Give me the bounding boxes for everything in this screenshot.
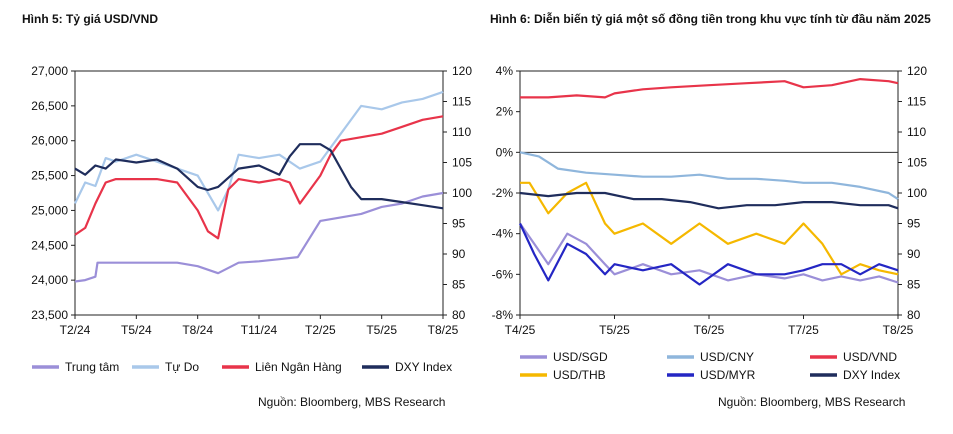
y-left-tick-label-h6: 0% [496,145,514,159]
y-left-tick-label-h5: 25,000 [31,203,68,217]
chart-source-h6: Nguồn: Bloomberg, MBS Research [718,395,906,409]
chart-source-h5: Nguồn: Bloomberg, MBS Research [258,395,446,409]
chart-title-h5: Hình 5: Tỷ giá USD/VND [22,12,159,26]
y-left-tick-label-h5: 24,500 [31,238,68,252]
series-line-h6-5 [519,191,899,210]
y-right-tick-label-h5: 105 [452,156,472,170]
x-tick-label-h6: T7/25 [788,323,819,337]
legend-label-h5-3: DXY Index [395,360,452,374]
x-tick-label-h5: T5/25 [366,323,397,337]
y-right-tick-label-h5: 110 [452,125,471,139]
legend-label-h6-3: USD/THB [553,368,606,382]
x-tick-label-h5: T8/25 [428,323,459,337]
series-line-h5-3 [74,143,444,210]
x-tick-label-h6: T6/25 [694,323,725,337]
y-right-tick-label-h5: 85 [452,278,466,292]
y-right-tick-label-h6: 100 [907,186,927,200]
y-right-tick-label-h6: 80 [907,308,921,322]
y-right-tick-label-h6: 105 [907,156,927,170]
legend-label-h5-0: Trung tâm [65,360,119,374]
y-left-tick-label-h5: 26,500 [31,99,68,113]
series-line-h6-0 [519,222,899,284]
series-line-h5-1 [74,90,444,212]
y-right-tick-label-h6: 85 [907,278,921,292]
chart-h5: 23,500 24,000 24,500 25,000 25,500 26,000 26,5… [31,64,472,374]
series-line-h6-1 [519,151,899,201]
y-left-tick-label-h6: -6% [492,267,514,281]
legend-label-h6-4: USD/MYR [700,368,756,382]
x-tick-label-h6: T8/25 [883,323,914,337]
y-right-tick-label-h5: 95 [452,217,466,231]
y-left-tick-label-h5: 27,000 [31,64,68,78]
y-left-tick-label-h5: 23,500 [31,308,68,322]
legend-label-h6-1: USD/CNY [700,350,754,364]
x-tick-label-h5: T8/24 [182,323,213,337]
y-right-tick-label-h5: 80 [452,308,466,322]
y-left-tick-label-h6: -2% [492,186,514,200]
y-right-tick-label-h5: 120 [452,64,472,78]
y-right-tick-label-h5: 90 [452,247,466,261]
chart-title-h6: Hình 6: Diễn biến tỷ giá một số đồng tiề… [490,12,931,26]
y-left-tick-label-h6: 4% [496,64,514,78]
x-tick-label-h5: T5/24 [121,323,152,337]
y-right-tick-label-h6: 120 [907,64,927,78]
y-left-tick-label-h5: 26,000 [31,134,68,148]
x-tick-label-h5: T11/24 [241,323,278,337]
y-right-tick-label-h5: 115 [452,95,471,109]
legend-label-h6-2: USD/VND [843,350,897,364]
legend-label-h5-1: Tự Do [165,360,199,374]
chart-h6: -8% -6% -4% -2% 0% 2% 4% 80 85 90 95 100 105 110 115 12… [492,64,928,382]
x-tick-label-h6: T5/25 [599,323,630,337]
x-tick-label-h5: T2/24 [60,323,91,337]
legend-label-h5-2: Liên Ngân Hàng [255,360,342,374]
series-line-h6-3 [520,181,899,276]
y-right-tick-label-h5: 100 [452,186,472,200]
x-tick-label-h5: T2/25 [305,323,336,337]
y-left-tick-label-h6: -8% [492,308,514,322]
y-right-tick-label-h6: 90 [907,247,921,261]
series-line-h6-2 [520,78,899,99]
y-left-tick-label-h5: 25,500 [31,169,68,183]
series-line-h5-2 [74,115,444,240]
legend-label-h6-0: USD/SGD [553,350,608,364]
series-line-h6-4 [519,223,899,286]
y-left-tick-label-h6: 2% [496,105,514,119]
y-left-tick-label-h6: -4% [492,227,514,241]
legend-label-h6-5: DXY Index [843,368,900,382]
y-right-tick-label-h6: 115 [907,95,926,109]
y-left-tick-label-h5: 24,000 [31,273,68,287]
series-line-h5-0 [74,191,444,283]
y-right-tick-label-h6: 95 [907,217,921,231]
x-tick-label-h6: T4/25 [505,323,536,337]
y-right-tick-label-h6: 110 [907,125,926,139]
